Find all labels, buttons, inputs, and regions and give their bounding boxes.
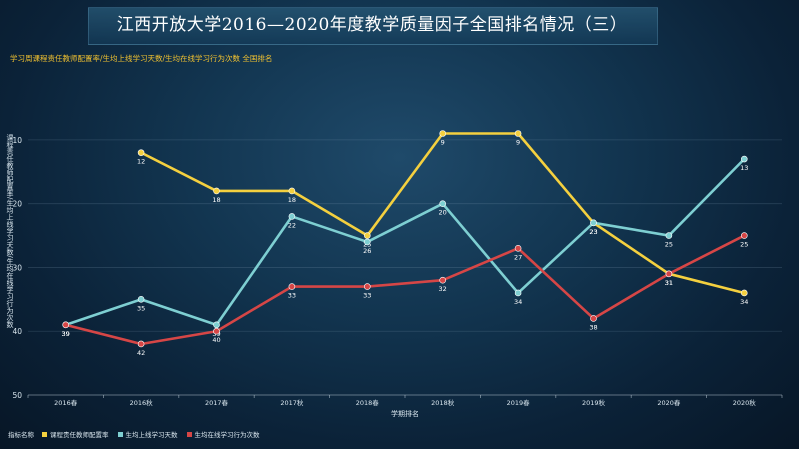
data-label: 12: [137, 158, 145, 166]
data-label: 23: [589, 228, 597, 236]
data-label: 25: [740, 241, 748, 249]
data-label: 25: [665, 241, 673, 249]
data-label: 39: [62, 330, 70, 338]
x-tick-label: 2017春: [205, 398, 229, 407]
x-tick-label: 2018秋: [431, 398, 455, 407]
data-point: [213, 187, 220, 195]
data-point: [590, 315, 597, 322]
data-point: [213, 327, 220, 335]
data-point: [590, 219, 597, 227]
legend-title: 指标名称: [8, 431, 34, 439]
data-point: [288, 213, 296, 220]
data-label: 27: [514, 253, 522, 261]
data-label: 31: [665, 279, 673, 287]
y-tick-label: 30: [12, 263, 22, 272]
data-label: 33: [363, 292, 371, 300]
data-label: 20: [439, 209, 447, 217]
data-point: [62, 321, 69, 329]
x-tick-label: 2020秋: [733, 398, 757, 407]
data-label: 9: [516, 139, 520, 147]
legend: 指标名称 课程责任教师配置率 生均上线学习天数 生均在线学习行为次数: [8, 428, 269, 440]
data-label: 34: [514, 298, 522, 306]
title-banner: [88, 7, 658, 45]
data-label: 35: [137, 304, 145, 312]
data-label: 23: [589, 228, 597, 236]
y-tick-label: 40: [12, 327, 22, 336]
data-point: [740, 155, 748, 163]
data-point: [665, 270, 673, 278]
legend-swatch: [117, 431, 123, 437]
y-tick-label: 20: [12, 200, 22, 209]
data-point: [439, 276, 447, 284]
data-label: 42: [137, 349, 145, 357]
data-point: [514, 245, 522, 252]
data-point: [514, 289, 522, 297]
data-label: 40: [212, 336, 220, 344]
x-tick-label: 2020春: [657, 398, 681, 407]
x-tick-label: 2017秋: [280, 398, 304, 407]
data-point: [439, 130, 447, 137]
x-tick-label: 2019春: [507, 398, 531, 407]
series-line-2: [64, 234, 746, 346]
data-point: [137, 149, 145, 156]
chart-subtitle: 学习周课程责任教师配置率/生均上线学习天数/生均在线学习行为次数 全国排名: [10, 54, 273, 63]
data-label: 33: [288, 292, 296, 300]
data-point: [213, 321, 220, 329]
legend-item-online-days[interactable]: 生均上线学习天数: [117, 429, 178, 439]
data-label: 13: [740, 164, 748, 172]
x-tick-label: 2018春: [356, 398, 380, 407]
data-point: [439, 200, 447, 207]
legend-label: 生均在线学习行为次数: [194, 431, 260, 439]
data-label: 9: [441, 139, 445, 147]
series-line-1: [64, 157, 746, 327]
data-label: 18: [212, 196, 220, 204]
data-point: [363, 283, 371, 290]
legend-item-teacher-rate[interactable]: 课程责任教师配置率: [42, 429, 109, 439]
data-label: 34: [740, 298, 748, 306]
data-label: 31: [665, 279, 673, 287]
legend-swatch: [42, 431, 47, 437]
data-point: [740, 232, 748, 239]
data-point: [740, 289, 748, 297]
data-point: [288, 187, 296, 195]
data-label: 32: [439, 285, 447, 293]
data-point: [137, 340, 145, 348]
data-point: [665, 232, 673, 239]
data-point: [288, 283, 296, 290]
x-tick-label: 2016秋: [130, 398, 154, 407]
data-label: 22: [288, 221, 296, 229]
data-point: [514, 130, 522, 137]
y-axis-title: 课程责任教师配置率/生均上线学习天数/生均在线学习行为次数: [6, 134, 14, 328]
x-tick-label: 2016春: [54, 398, 78, 407]
y-tick-label: 50: [12, 391, 22, 400]
x-tick-label: 2019秋: [582, 398, 606, 407]
data-point: [363, 232, 371, 239]
x-axis-title: 学期排名: [391, 409, 419, 418]
legend-swatch: [186, 431, 192, 437]
y-tick-label: 10: [12, 136, 22, 145]
page-title: 江西开放大学2016—2020年度教学质量因子全国排名情况（三）: [116, 15, 628, 35]
legend-label: 生均上线学习天数: [125, 431, 178, 439]
legend-item-online-actions[interactable]: 生均在线学习行为次数: [186, 429, 260, 439]
data-label: 38: [589, 323, 597, 331]
data-label: 26: [363, 247, 371, 255]
data-label: 18: [288, 196, 296, 204]
data-point: [363, 238, 371, 246]
legend-label: 课程责任教师配置率: [50, 431, 109, 439]
data-label: 39: [62, 330, 70, 338]
data-point: [137, 296, 145, 303]
